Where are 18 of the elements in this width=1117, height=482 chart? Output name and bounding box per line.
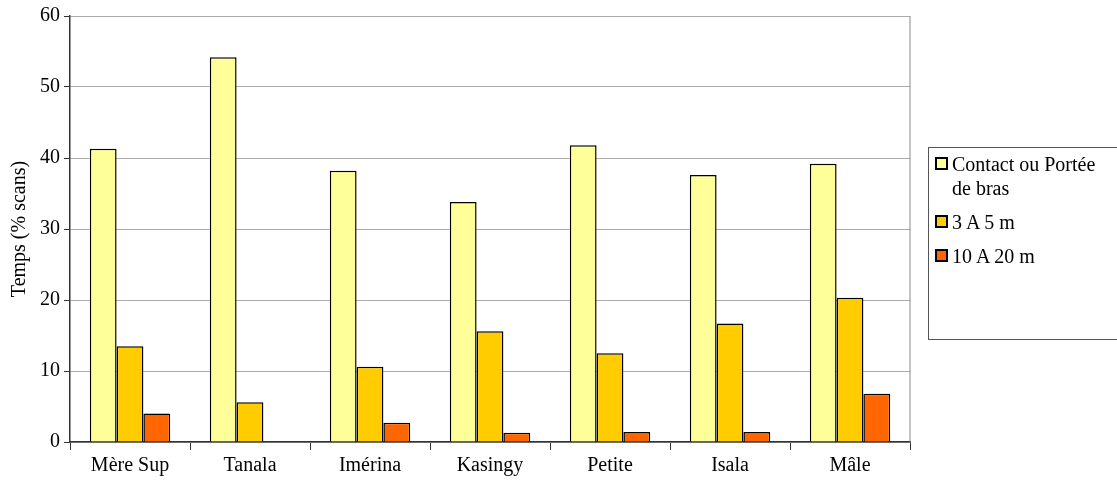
legend-label: 10 A 20 m — [952, 244, 1035, 268]
x-tick-label: Tanala — [223, 453, 277, 476]
x-tick-label: Petite — [587, 453, 633, 476]
x-tick-label: Isala — [711, 453, 749, 476]
y-tick-label: 10 — [40, 358, 60, 381]
legend-label: Contact ou Portée de bras — [952, 152, 1097, 200]
y-tick-label: 60 — [40, 3, 60, 26]
y-tick-label: 0 — [50, 429, 60, 452]
y-tick-label: 40 — [40, 145, 60, 168]
x-tick-label: Imérina — [338, 453, 402, 476]
legend-label: 3 A 5 m — [952, 210, 1015, 234]
y-tick-label: 50 — [40, 74, 60, 97]
x-tick-label: Mâle — [829, 453, 871, 476]
x-tick-label: Mère Sup — [90, 453, 170, 477]
x-tick-label: Kasingy — [456, 453, 524, 477]
y-tick-label: 20 — [40, 287, 60, 310]
y-axis-title: Temps (% scans) — [7, 160, 31, 298]
y-tick-label: 30 — [40, 216, 60, 239]
